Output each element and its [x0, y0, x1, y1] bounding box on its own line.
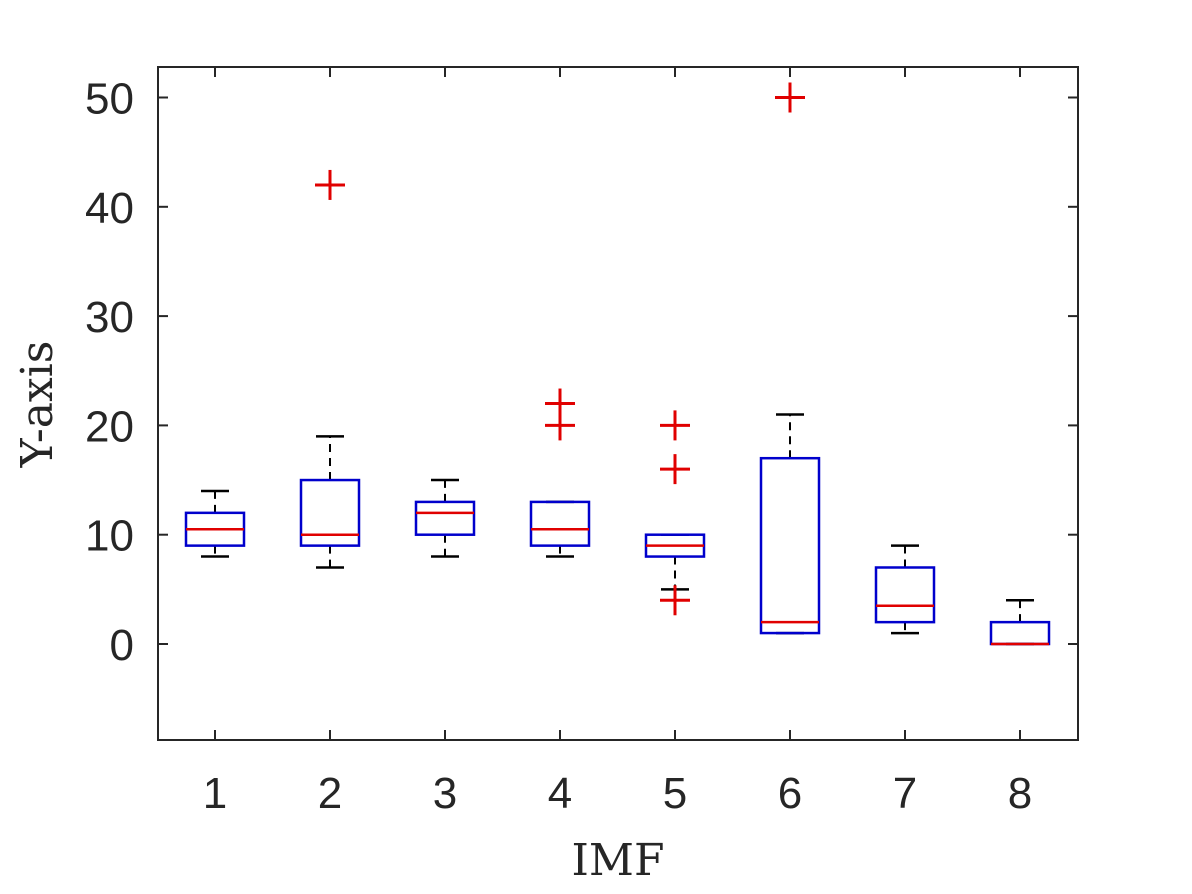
- box-group-6: [759, 82, 821, 635]
- box-group-4: [529, 388, 591, 558]
- box: [874, 566, 936, 624]
- x-tick-label: 5: [663, 769, 687, 818]
- axes: 0 10 20 30 40 50 1 2 3 4 5 6 7 8: [85, 66, 1079, 818]
- y-tick-label: 40: [85, 184, 134, 233]
- x-tick-label: 7: [893, 769, 917, 818]
- box-group-2: [299, 169, 361, 569]
- outlier-marker: [660, 585, 690, 616]
- y-tick-label: 10: [85, 512, 134, 561]
- box: [989, 620, 1051, 646]
- box-group-1: [184, 489, 246, 558]
- y-tick-label: 20: [85, 402, 134, 451]
- x-tick-label: 8: [1008, 769, 1032, 818]
- y-tick-label: 50: [85, 75, 134, 124]
- x-tick-label: 4: [548, 769, 572, 818]
- x-tick-label: 3: [433, 769, 457, 818]
- outlier-marker: [775, 82, 805, 113]
- axes-frame: [157, 66, 1079, 741]
- y-tick-label: 30: [85, 293, 134, 342]
- plot-marks: [184, 82, 1051, 646]
- box-group-7: [874, 544, 936, 635]
- x-tick-label: 2: [318, 769, 342, 818]
- box: [299, 478, 361, 547]
- box: [529, 500, 591, 547]
- box-group-8: [989, 599, 1051, 646]
- x-tick-label: 6: [778, 769, 802, 818]
- box: [759, 456, 821, 635]
- box-group-3: [414, 478, 476, 558]
- outlier-marker: [315, 169, 345, 200]
- y-tick-label: 0: [110, 621, 134, 670]
- outlier-marker: [545, 388, 575, 419]
- box: [414, 500, 476, 536]
- box-group-5: [644, 410, 706, 616]
- outlier-marker: [660, 454, 690, 485]
- y-axis-label: Y-axis: [12, 341, 63, 469]
- x-axis-label: IMF: [572, 835, 665, 886]
- outlier-marker: [660, 410, 690, 441]
- x-tick-label: 1: [203, 769, 227, 818]
